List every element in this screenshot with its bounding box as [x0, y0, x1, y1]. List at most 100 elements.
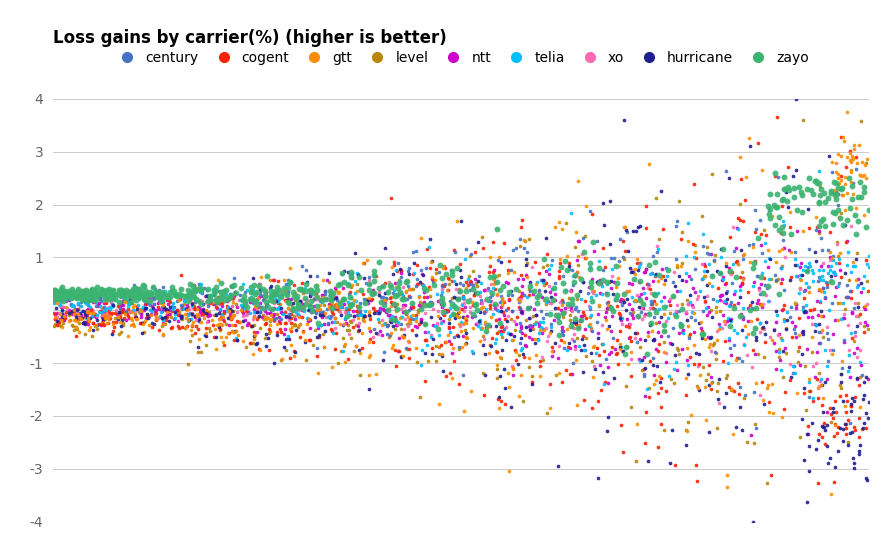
Point	[671, 328, 685, 337]
Point	[386, 300, 400, 309]
Point	[555, 326, 569, 335]
Point	[501, 296, 516, 305]
Point	[674, 328, 688, 337]
Point	[362, 351, 377, 360]
Point	[494, 354, 508, 362]
Point	[291, 310, 305, 318]
Point	[612, 345, 626, 354]
Point	[377, 299, 392, 308]
Point	[327, 313, 341, 322]
Point	[547, 278, 561, 287]
Point	[678, 307, 692, 316]
Point	[361, 285, 376, 294]
Point	[804, 306, 819, 315]
Point	[650, 288, 664, 297]
Point	[538, 298, 552, 306]
Point	[250, 287, 264, 296]
Point	[744, 282, 758, 290]
Point	[739, 350, 753, 359]
Point	[52, 308, 66, 317]
Point	[556, 309, 570, 317]
Point	[525, 334, 539, 343]
Point	[852, 357, 867, 366]
Point	[782, 229, 797, 238]
Point	[262, 283, 276, 292]
Point	[612, 234, 626, 243]
Point	[435, 317, 449, 326]
Point	[478, 319, 492, 328]
Point	[833, 152, 847, 161]
Point	[643, 318, 657, 327]
Point	[843, 158, 857, 166]
Point	[821, 253, 835, 262]
Point	[802, 224, 816, 233]
Point	[118, 298, 132, 307]
Point	[107, 290, 121, 299]
Point	[89, 293, 103, 301]
Point	[808, 257, 822, 266]
Point	[237, 292, 251, 301]
Point	[771, 172, 785, 181]
Point	[689, 476, 703, 485]
Point	[343, 287, 357, 296]
Point	[502, 329, 517, 338]
Point	[55, 282, 69, 291]
Point	[227, 335, 241, 344]
Point	[497, 364, 511, 373]
Point	[754, 249, 768, 257]
Point	[58, 313, 73, 322]
Point	[253, 298, 267, 307]
Point	[373, 293, 387, 301]
Point	[286, 304, 300, 312]
Point	[494, 301, 509, 310]
Point	[272, 316, 286, 325]
Point	[623, 354, 637, 363]
Point	[163, 293, 177, 301]
Point	[695, 362, 709, 371]
Point	[429, 318, 443, 327]
Point	[55, 302, 69, 311]
Point	[132, 288, 146, 297]
Point	[726, 302, 740, 311]
Point	[633, 260, 647, 269]
Point	[654, 187, 668, 195]
Point	[597, 378, 611, 386]
Point	[95, 289, 109, 298]
Point	[117, 310, 131, 318]
Point	[443, 340, 457, 349]
Point	[680, 361, 695, 369]
Point	[590, 334, 604, 343]
Point	[445, 277, 459, 285]
Point	[81, 290, 95, 299]
Point	[503, 330, 517, 339]
Point	[272, 294, 286, 303]
Point	[708, 348, 722, 357]
Point	[67, 306, 82, 315]
Point	[834, 191, 848, 199]
Point	[576, 248, 590, 256]
Point	[823, 489, 837, 498]
Point	[760, 201, 774, 210]
Point	[702, 334, 716, 343]
Point	[741, 303, 755, 312]
Point	[809, 374, 823, 383]
Point	[179, 300, 193, 309]
Point	[226, 281, 240, 289]
Point	[474, 279, 488, 288]
Point	[68, 293, 82, 301]
Point	[470, 318, 485, 327]
Point	[501, 256, 516, 265]
Point	[723, 315, 737, 323]
Point	[449, 330, 463, 339]
Point	[437, 311, 451, 320]
Point	[54, 322, 68, 331]
Point	[349, 311, 363, 320]
Point	[570, 333, 584, 342]
Point	[299, 279, 313, 288]
Point	[851, 309, 866, 318]
Point	[559, 324, 573, 333]
Point	[303, 285, 317, 294]
Point	[126, 305, 140, 314]
Point	[726, 341, 740, 350]
Point	[773, 222, 788, 231]
